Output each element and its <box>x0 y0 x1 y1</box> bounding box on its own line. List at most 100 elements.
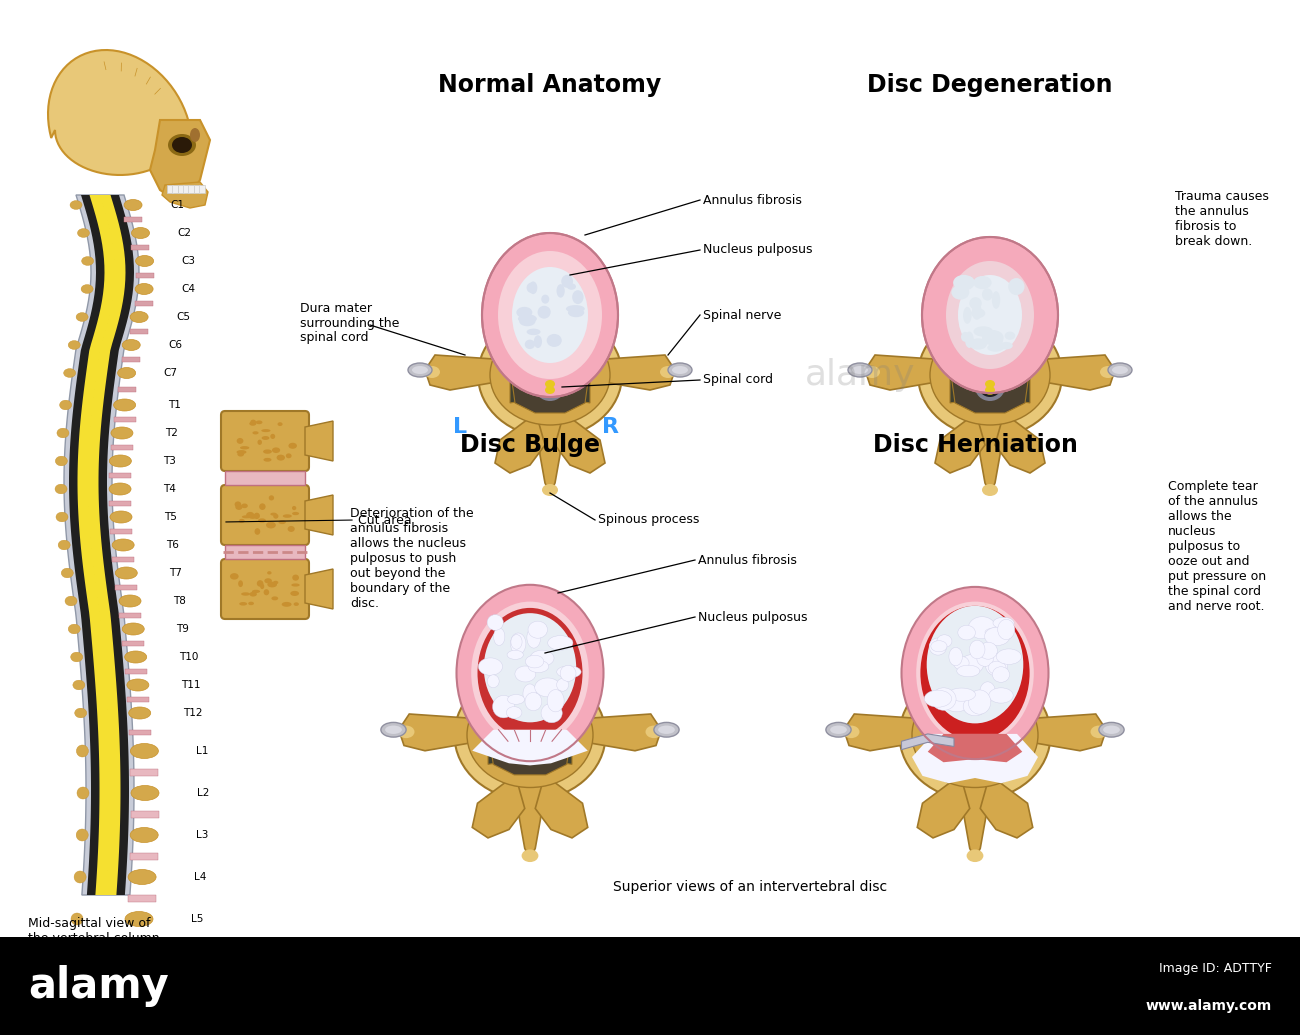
Text: T1: T1 <box>168 400 181 410</box>
Text: C1: C1 <box>170 200 185 210</box>
Ellipse shape <box>260 584 264 589</box>
Ellipse shape <box>556 285 564 298</box>
Ellipse shape <box>976 651 993 667</box>
Ellipse shape <box>78 229 90 237</box>
Ellipse shape <box>946 261 1034 369</box>
Text: T7: T7 <box>169 568 182 578</box>
Ellipse shape <box>961 654 984 674</box>
Text: alamy: alamy <box>805 358 915 392</box>
Polygon shape <box>998 727 1017 765</box>
Text: L3: L3 <box>196 830 208 840</box>
Ellipse shape <box>965 331 974 348</box>
Text: C6: C6 <box>168 341 182 350</box>
Ellipse shape <box>240 446 250 449</box>
Ellipse shape <box>278 520 286 524</box>
Ellipse shape <box>984 627 1010 646</box>
Text: C5: C5 <box>176 312 190 322</box>
Polygon shape <box>306 569 333 609</box>
Ellipse shape <box>70 201 82 209</box>
Ellipse shape <box>124 200 142 210</box>
Ellipse shape <box>547 334 562 347</box>
Ellipse shape <box>494 628 504 646</box>
Ellipse shape <box>967 850 983 862</box>
Bar <box>109 473 131 477</box>
Polygon shape <box>980 775 1032 838</box>
Ellipse shape <box>562 275 573 288</box>
Ellipse shape <box>259 503 265 510</box>
Text: L4: L4 <box>194 873 207 882</box>
Text: Spinal nerve: Spinal nerve <box>703 308 781 322</box>
Ellipse shape <box>235 504 243 510</box>
Ellipse shape <box>88 968 129 996</box>
Ellipse shape <box>864 366 880 378</box>
Ellipse shape <box>130 312 148 323</box>
Ellipse shape <box>982 380 998 394</box>
Bar <box>125 938 153 945</box>
Ellipse shape <box>246 512 255 519</box>
Ellipse shape <box>239 519 244 523</box>
Bar <box>225 545 306 559</box>
Polygon shape <box>48 50 188 175</box>
Bar <box>131 810 159 818</box>
Polygon shape <box>188 185 194 193</box>
Ellipse shape <box>982 484 998 496</box>
Ellipse shape <box>117 367 135 379</box>
Polygon shape <box>150 120 211 200</box>
Ellipse shape <box>536 373 566 401</box>
Ellipse shape <box>958 275 1022 355</box>
Ellipse shape <box>963 307 971 324</box>
Ellipse shape <box>534 335 542 348</box>
Ellipse shape <box>547 635 573 650</box>
Ellipse shape <box>490 325 610 425</box>
Ellipse shape <box>975 373 1005 401</box>
Text: T8: T8 <box>173 596 186 607</box>
Ellipse shape <box>273 513 278 519</box>
Text: Spinal cord: Spinal cord <box>703 374 774 386</box>
Text: T4: T4 <box>162 484 176 494</box>
Ellipse shape <box>268 582 277 588</box>
Polygon shape <box>488 727 572 775</box>
Ellipse shape <box>922 237 1058 393</box>
Ellipse shape <box>525 655 543 668</box>
Polygon shape <box>536 413 564 493</box>
Ellipse shape <box>385 726 402 734</box>
Ellipse shape <box>987 344 1004 352</box>
Ellipse shape <box>968 365 1011 405</box>
Ellipse shape <box>519 737 542 758</box>
Ellipse shape <box>968 617 996 639</box>
Ellipse shape <box>526 627 541 648</box>
Ellipse shape <box>68 341 81 350</box>
Text: Spinous process: Spinous process <box>598 513 699 527</box>
Ellipse shape <box>507 724 552 767</box>
Ellipse shape <box>963 697 987 716</box>
Text: Nucleus pulposus: Nucleus pulposus <box>698 611 807 623</box>
Bar <box>129 730 151 735</box>
Ellipse shape <box>953 275 975 291</box>
Polygon shape <box>306 495 333 535</box>
Ellipse shape <box>949 647 962 666</box>
Ellipse shape <box>848 363 872 377</box>
Ellipse shape <box>484 613 576 722</box>
Bar <box>135 300 153 305</box>
Ellipse shape <box>996 649 1022 664</box>
Ellipse shape <box>826 722 852 737</box>
Ellipse shape <box>920 605 1030 740</box>
Ellipse shape <box>130 828 159 842</box>
Ellipse shape <box>286 453 291 459</box>
Ellipse shape <box>272 447 281 453</box>
Ellipse shape <box>263 449 272 453</box>
Text: www.alamy.com: www.alamy.com <box>1145 999 1271 1012</box>
Ellipse shape <box>109 483 131 495</box>
Ellipse shape <box>979 377 1001 397</box>
Ellipse shape <box>901 587 1049 759</box>
Ellipse shape <box>541 704 562 722</box>
Bar <box>109 501 131 505</box>
Ellipse shape <box>931 688 956 710</box>
Polygon shape <box>536 775 588 838</box>
Ellipse shape <box>831 726 846 734</box>
Ellipse shape <box>991 335 1002 346</box>
Polygon shape <box>928 734 1022 762</box>
Text: Superior views of an intervertebral disc: Superior views of an intervertebral disc <box>612 880 887 894</box>
Ellipse shape <box>264 457 272 462</box>
Ellipse shape <box>1108 363 1132 377</box>
